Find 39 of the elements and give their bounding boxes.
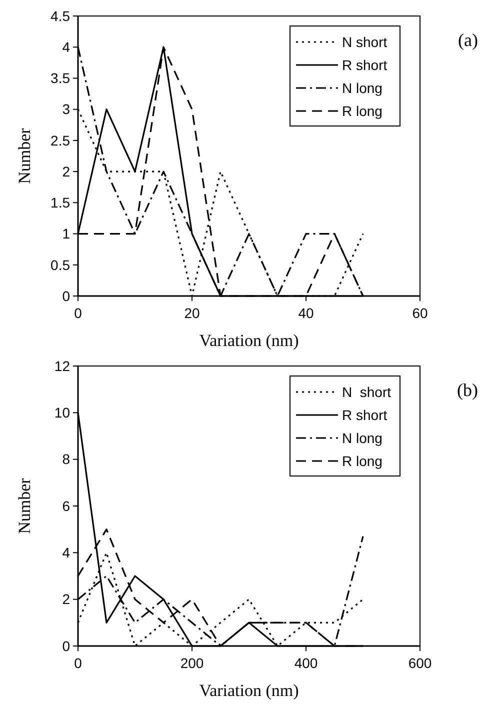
y-tick-label: 6 xyxy=(62,498,70,514)
y-tick-label: 10 xyxy=(54,404,70,421)
legend-label: N short xyxy=(342,384,392,400)
x-tick-label: 0 xyxy=(74,655,82,671)
x-tick-label: 600 xyxy=(408,655,432,671)
y-tick-label: 8 xyxy=(62,451,70,468)
y-tick-label: 4 xyxy=(62,544,70,561)
text: (b) xyxy=(457,380,478,400)
y-tick-label: 0 xyxy=(62,638,70,654)
x-tick-label: 20 xyxy=(184,305,200,321)
legend-label: N long xyxy=(342,80,382,96)
y-axis-title: Number xyxy=(15,478,34,534)
y-tick-label: 2 xyxy=(62,591,70,608)
y-tick-label: 0.5 xyxy=(50,256,70,273)
x-tick-label: 0 xyxy=(74,305,82,321)
y-tick-label: 2 xyxy=(62,163,70,180)
x-axis-title: Variation (nm) xyxy=(199,681,299,700)
legend-label: N short xyxy=(342,34,388,50)
text: (a) xyxy=(458,30,478,50)
x-axis-title: Variation (nm) xyxy=(199,331,299,350)
x-tick-label: 200 xyxy=(180,655,204,671)
y-tick-label: 4.5 xyxy=(50,8,70,24)
x-tick-label: 40 xyxy=(298,305,314,321)
y-tick-label: 1 xyxy=(62,226,70,242)
legend-label: R long xyxy=(342,102,382,119)
y-tick-label: 3 xyxy=(62,101,70,118)
legend-label: R long xyxy=(342,452,382,469)
y-axis-title: Number xyxy=(15,128,34,184)
y-tick-label: 3.5 xyxy=(50,70,70,86)
x-tick-label: 60 xyxy=(412,305,428,321)
legend-label: N long xyxy=(342,430,382,446)
y-tick-label: 2.5 xyxy=(50,132,70,148)
y-tick-label: 0 xyxy=(62,288,70,304)
y-tick-label: 12 xyxy=(54,358,70,374)
y-tick-label: 1.5 xyxy=(50,194,70,211)
x-tick-label: 400 xyxy=(294,655,318,671)
legend-label: R short xyxy=(342,406,388,423)
legend-label: R short xyxy=(342,56,388,73)
y-tick-label: 4 xyxy=(62,39,70,56)
